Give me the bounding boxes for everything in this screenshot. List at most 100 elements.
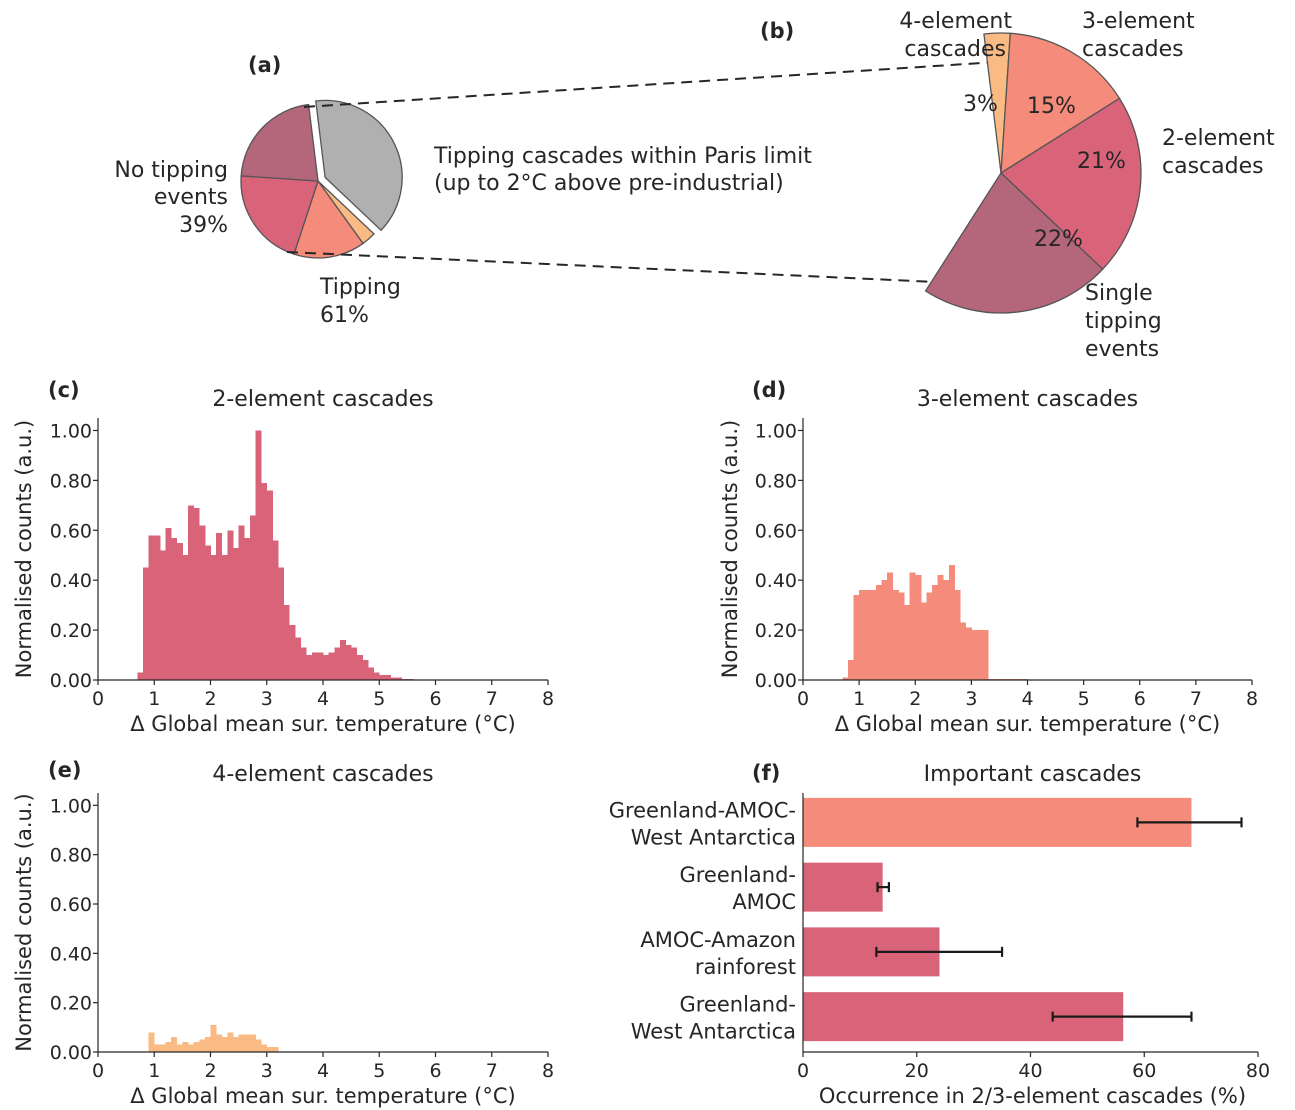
x-tick-label: 6 bbox=[429, 1060, 441, 1082]
important-cascades-chart: Greenland-AMOC- West Antarctica Greenland-… bbox=[609, 762, 1270, 1108]
x-tick-label: 7 bbox=[1190, 688, 1202, 710]
histogram-bar bbox=[171, 537, 178, 680]
histogram-bar bbox=[401, 678, 408, 680]
histogram-bar bbox=[915, 575, 922, 680]
x-tick-label: 4 bbox=[317, 688, 329, 710]
pie-b-slice-single-tipping bbox=[924, 171, 1104, 314]
histogram-bar bbox=[182, 1042, 189, 1052]
y-tick-label: 0.20 bbox=[755, 620, 797, 642]
histogram-bar bbox=[255, 1039, 262, 1052]
y-tick-label: 1.00 bbox=[50, 795, 92, 817]
histogram-bar bbox=[926, 592, 933, 680]
histogram-bar bbox=[216, 1034, 223, 1052]
tipping-pct: 61% bbox=[320, 303, 369, 328]
histogram-bar bbox=[328, 652, 335, 680]
histogram-bar bbox=[210, 555, 217, 680]
histogram-bar bbox=[356, 655, 363, 680]
histogram-bar bbox=[898, 592, 905, 680]
category-label-line2: rainforest bbox=[695, 955, 796, 979]
paris-label-line2: (up to 2°C above pre-industrial) bbox=[434, 171, 784, 196]
category-label-line1: Greenland- bbox=[679, 863, 796, 887]
histogram-bar bbox=[396, 677, 403, 680]
histogram-bar bbox=[993, 678, 1000, 680]
histogram-bar bbox=[847, 660, 854, 680]
x-tick-label: 5 bbox=[373, 688, 385, 710]
histogram-bar bbox=[379, 675, 386, 680]
histogram-bar bbox=[278, 567, 285, 680]
x-tick-label: 6 bbox=[429, 688, 441, 710]
histogram-bar bbox=[373, 672, 380, 680]
category-label-line1: Greenland- bbox=[679, 993, 796, 1017]
histogram-bar bbox=[982, 630, 989, 680]
y-tick-label: 0.40 bbox=[755, 570, 797, 592]
two-element-label-line2: cascades bbox=[1162, 154, 1264, 179]
histogram-bar bbox=[339, 640, 346, 680]
histogram-bar bbox=[334, 647, 341, 680]
histogram-bar bbox=[368, 667, 375, 680]
histogram-bar bbox=[188, 1044, 195, 1052]
histogram-bar bbox=[289, 625, 296, 680]
two-element-label-line1: 2-element bbox=[1162, 126, 1275, 151]
histogram-bar bbox=[255, 430, 262, 680]
x-tick-label: 2 bbox=[204, 688, 216, 710]
histogram-bar bbox=[881, 580, 888, 680]
x-tick-label: 5 bbox=[373, 1060, 385, 1082]
x-tick-label: 0 bbox=[797, 1060, 809, 1082]
x-tick-label: 8 bbox=[542, 688, 554, 710]
histogram-bar bbox=[311, 652, 318, 680]
histogram-bar bbox=[154, 535, 161, 680]
histogram-bar bbox=[249, 1034, 256, 1052]
x-tick-label: 60 bbox=[1132, 1060, 1156, 1082]
y-tick-label: 0.40 bbox=[50, 570, 92, 592]
x-tick-label: 1 bbox=[148, 1060, 160, 1082]
four-element-label-line2: cascades bbox=[904, 37, 1006, 62]
histogram-bar bbox=[272, 1047, 279, 1052]
panel-label-a: (a) bbox=[248, 53, 281, 77]
histogram-bar bbox=[154, 1044, 161, 1052]
histogram-bar bbox=[909, 572, 916, 680]
histogram-bar bbox=[272, 540, 279, 680]
histogram-bar bbox=[317, 652, 324, 680]
pie-chart-b bbox=[924, 32, 1142, 314]
x-axis-label: Δ Global mean sur. temperature (°C) bbox=[835, 712, 1220, 736]
x-tick-label: 1 bbox=[148, 688, 160, 710]
histogram-bar bbox=[306, 655, 313, 680]
x-axis-label: Δ Global mean sur. temperature (°C) bbox=[130, 712, 515, 736]
histogram-2-element: 0 1 2 3 4 5 6 7 8 0.00 0.20 0.40 0.60 0.80 1.00 2-eleme… bbox=[12, 387, 554, 736]
histogram-bar bbox=[221, 555, 228, 680]
four-element-label-line1: 4-element bbox=[899, 9, 1012, 34]
histogram-bar bbox=[210, 1024, 217, 1052]
histogram-bar bbox=[842, 677, 849, 680]
histogram-bar bbox=[892, 590, 899, 680]
panel-label-b: (b) bbox=[760, 19, 794, 43]
histogram-bar bbox=[176, 1044, 183, 1052]
chart-title: Important cascades bbox=[924, 762, 1142, 787]
category-label-line2: West Antarctica bbox=[631, 825, 796, 849]
histogram-bar bbox=[227, 1032, 234, 1052]
histogram-bar bbox=[999, 678, 1006, 680]
histogram-bar bbox=[199, 1039, 206, 1052]
cascade-bar bbox=[803, 862, 883, 912]
y-tick-label: 0.00 bbox=[755, 670, 797, 692]
histogram-bar bbox=[227, 530, 234, 680]
y-tick-label: 1.00 bbox=[755, 420, 797, 442]
histogram-bar bbox=[1016, 678, 1023, 680]
y-axis-label: Normalised counts (a.u.) bbox=[12, 793, 36, 1051]
pie-chart-a bbox=[240, 99, 403, 259]
category-label-line2: West Antarctica bbox=[631, 1020, 796, 1044]
histogram-bar bbox=[390, 677, 397, 680]
cascade-bar bbox=[803, 797, 1192, 847]
x-tick-label: 2 bbox=[909, 688, 921, 710]
histogram-bar bbox=[221, 1037, 228, 1052]
histogram-bar bbox=[238, 1034, 245, 1052]
histogram-bar bbox=[204, 1037, 211, 1052]
connector-line-bottom bbox=[286, 251, 1002, 286]
x-tick-label: 0 bbox=[92, 1060, 104, 1082]
y-tick-label: 0.80 bbox=[50, 470, 92, 492]
histogram-bar bbox=[159, 550, 166, 680]
histogram-bar bbox=[937, 575, 944, 680]
histogram-bar bbox=[960, 622, 967, 680]
histogram-bar bbox=[875, 585, 882, 680]
panel-label-e: (e) bbox=[48, 758, 81, 782]
y-tick-label: 0.20 bbox=[50, 993, 92, 1015]
